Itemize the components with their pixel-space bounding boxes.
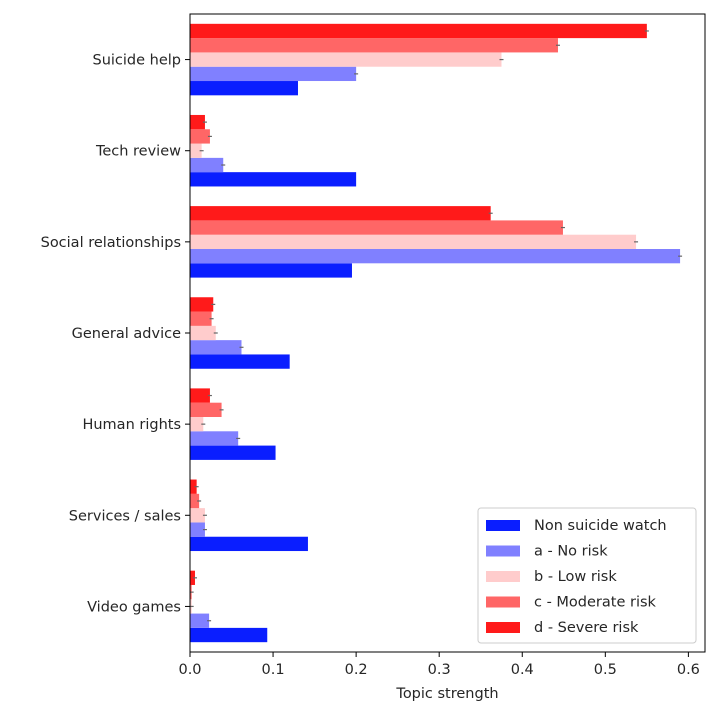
bar-tech-review-a-no-risk	[190, 157, 224, 173]
bar-suicide-help-d-severe-risk	[190, 23, 647, 39]
bar-tech-review-d-severe-risk	[190, 114, 205, 130]
x-tick-label: 0.1	[262, 662, 285, 678]
y-tick-label-video-games: Video games	[87, 599, 181, 615]
bars-layer	[189, 23, 683, 643]
legend-label-c-moderate-risk: c - Moderate risk	[534, 595, 657, 611]
legend: Non suicide watch a - No risk b - Low risk…	[477, 507, 697, 644]
bar-social-relationships-a-no-risk	[190, 249, 681, 264]
bar-social-relationships-non-suicide-watch	[190, 263, 352, 278]
y-axis-ticks: Suicide help Tech review Social relationsh…	[41, 53, 190, 615]
bar-services-sales-b-low-risk	[190, 508, 205, 523]
bar-suicide-help-b-low-risk	[190, 52, 502, 67]
bar-human-rights-c-moderate-risk	[190, 402, 222, 417]
bar-services-sales-a-no-risk	[190, 522, 205, 537]
legend-swatch-b-low-risk	[486, 571, 520, 582]
bar-social-relationships-d-severe-risk	[190, 206, 491, 221]
bar-general-advice-b-low-risk	[190, 325, 216, 341]
legend-label-d-severe-risk: d - Severe risk	[534, 620, 639, 636]
bar-video-games-a-no-risk	[190, 613, 210, 628]
bar-general-advice-a-no-risk	[190, 340, 242, 355]
y-tick-label-human-rights: Human rights	[82, 417, 181, 433]
x-tick-label: 0.0	[178, 662, 201, 678]
bar-video-games-non-suicide-watch	[190, 627, 268, 643]
bar-social-relationships-b-low-risk	[190, 234, 637, 250]
bar-suicide-help-a-no-risk	[190, 66, 357, 82]
bar-tech-review-c-moderate-risk	[190, 129, 210, 144]
y-tick-label-social-relationships: Social relationships	[41, 235, 181, 251]
bar-services-sales-non-suicide-watch	[190, 536, 308, 552]
legend-label-b-low-risk: b - Low risk	[534, 569, 617, 585]
bar-human-rights-non-suicide-watch	[190, 445, 276, 460]
bar-services-sales-d-severe-risk	[190, 479, 197, 494]
bar-human-rights-d-severe-risk	[190, 388, 210, 403]
x-tick-label: 0.2	[345, 662, 368, 678]
bar-general-advice-non-suicide-watch	[190, 354, 290, 369]
bar-video-games-d-severe-risk	[190, 570, 195, 585]
bar-general-advice-c-moderate-risk	[190, 311, 212, 326]
x-axis-label: Topic strength	[395, 686, 498, 702]
legend-label-a-no-risk: a - No risk	[534, 544, 608, 560]
bar-services-sales-c-moderate-risk	[190, 493, 200, 509]
legend-swatch-d-severe-risk	[486, 622, 520, 633]
legend-swatch-c-moderate-risk	[486, 596, 520, 608]
legend-label-non-suicide-watch: Non suicide watch	[534, 518, 667, 534]
y-tick-label-services-sales: Services / sales	[69, 508, 181, 524]
legend-swatch-a-no-risk	[486, 545, 520, 557]
legend-box	[477, 507, 697, 644]
bar-human-rights-a-no-risk	[190, 431, 239, 446]
bar-human-rights-b-low-risk	[190, 416, 204, 432]
bar-social-relationships-c-moderate-risk	[190, 220, 563, 235]
y-tick-label-general-advice: General advice	[72, 326, 181, 342]
bar-general-advice-d-severe-risk	[190, 297, 214, 312]
bar-suicide-help-c-moderate-risk	[190, 38, 558, 53]
x-tick-label: 0.4	[511, 662, 534, 678]
legend-swatch-non-suicide-watch	[486, 520, 520, 531]
bar-tech-review-b-low-risk	[190, 143, 202, 158]
x-tick-label: 0.5	[594, 662, 617, 678]
y-tick-label-tech-review: Tech review	[95, 144, 181, 160]
x-tick-label: 0.6	[677, 662, 700, 678]
x-tick-label: 0.3	[428, 662, 451, 678]
x-axis-ticks: 0.0 0.1 0.2 0.3 0.4 0.5 0.6	[178, 652, 700, 678]
y-tick-label-suicide-help: Suicide help	[92, 53, 181, 69]
bar-tech-review-non-suicide-watch	[190, 172, 357, 187]
bar-suicide-help-non-suicide-watch	[190, 81, 298, 96]
